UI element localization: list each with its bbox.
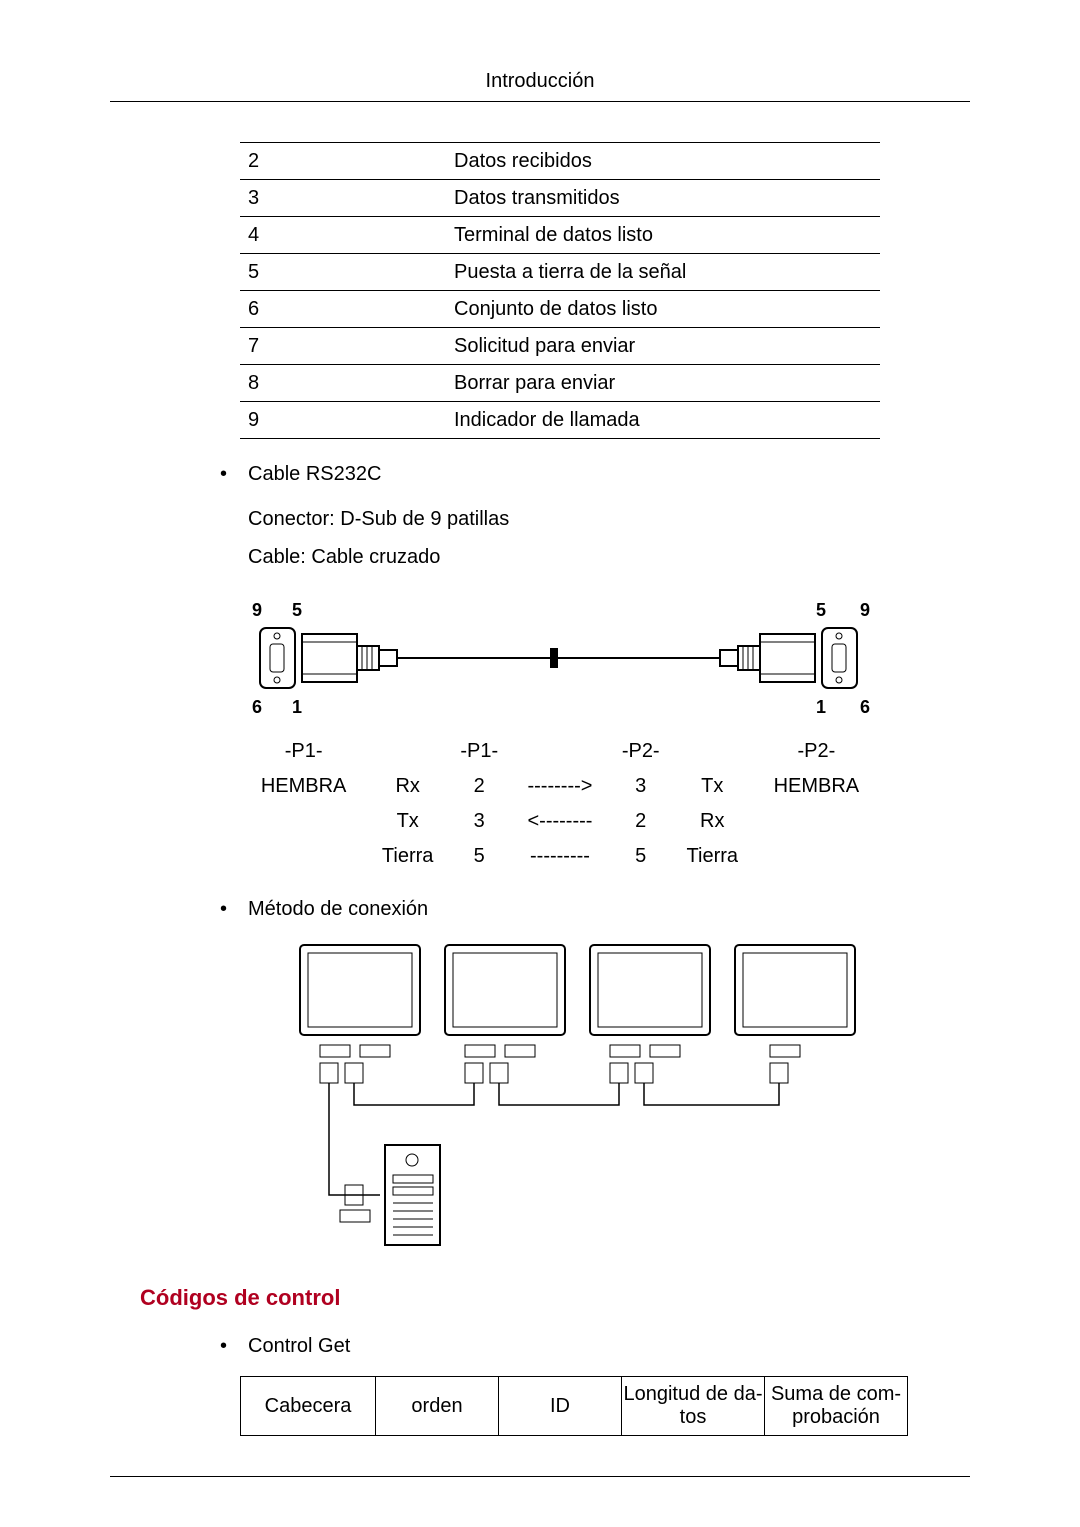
pinmap-lsig: Tierra <box>367 839 448 874</box>
ctl-col-longitud: Longitud de da- tos <box>622 1377 765 1436</box>
cable-connector-line: Conector: D-Sub de 9 patillas <box>248 500 970 538</box>
cable-figure: 9 5 6 1 5 9 1 6 <box>240 598 880 724</box>
pinmap-hdr-p2b: -P2- <box>753 734 880 769</box>
table-row: 6 Conjunto de datos listo <box>240 291 880 328</box>
pinmap-rpin: 5 <box>610 839 672 874</box>
pinmap-header-row: -P1- -P1- -P2- -P2- <box>240 734 880 769</box>
table-row: 9 Indicador de llamada <box>240 402 880 439</box>
pin-number: 3 <box>240 180 446 217</box>
pin-desc: Borrar para enviar <box>446 365 880 402</box>
label-6-right: 6 <box>860 697 870 717</box>
pinmap-arrow: <-------- <box>510 804 609 839</box>
table-row: 5 Puesta a tierra de la señal <box>240 254 880 291</box>
bullet-list: Cable RS232C <box>220 463 970 486</box>
pc-icon <box>385 1145 440 1245</box>
pinmap-lsig: Tx <box>367 804 448 839</box>
pinmap-rpin: 3 <box>610 769 672 804</box>
pinmap-hembra-left: HEMBRA <box>240 769 367 804</box>
label-9-right: 9 <box>860 600 870 620</box>
pinmap-arrow: --------- <box>510 839 609 874</box>
cable-type-line: Cable: Cable cruzado <box>248 538 970 576</box>
section-title-codes: Códigos de control <box>140 1285 970 1311</box>
pin-desc: Indicador de llamada <box>446 402 880 439</box>
pin-desc: Solicitud para enviar <box>446 328 880 365</box>
pin-desc: Puesta a tierra de la señal <box>446 254 880 291</box>
control-get-table: Cabecera orden ID Longitud de da- tos Su… <box>240 1376 908 1436</box>
ctl-col-suma: Suma de com- probación <box>765 1377 908 1436</box>
pinmap-rpin: 2 <box>610 804 672 839</box>
bullet-cable: Cable RS232C <box>220 463 970 486</box>
pinmap-row: HEMBRA Rx 2 --------> 3 Tx HEMBRA <box>240 769 880 804</box>
pin-desc: Datos recibidos <box>446 143 880 180</box>
pin-map: -P1- -P1- -P2- -P2- HEMBRA Rx 2 --------… <box>240 734 880 874</box>
bullet-list: Método de conexión <box>220 898 970 921</box>
ctl-col-id: ID <box>499 1377 622 1436</box>
pin-number: 6 <box>240 291 446 328</box>
connection-figure <box>290 935 870 1255</box>
page-header-title: Introducción <box>110 70 970 93</box>
pinmap-lpin: 2 <box>448 769 510 804</box>
bullet-control-get: Control Get <box>220 1335 970 1358</box>
cable-sublines: Conector: D-Sub de 9 patillas Cable: Cab… <box>248 500 970 576</box>
bullet-list: Control Get <box>220 1335 970 1358</box>
pin-number: 8 <box>240 365 446 402</box>
footer-rule <box>110 1476 970 1477</box>
table-row: 4 Terminal de datos listo <box>240 217 880 254</box>
label-5-left: 5 <box>292 600 302 620</box>
table-row: 8 Borrar para enviar <box>240 365 880 402</box>
table-row: 2 Datos recibidos <box>240 143 880 180</box>
table-row: 3 Datos transmitidos <box>240 180 880 217</box>
pin-table: 2 Datos recibidos 3 Datos transmitidos 4… <box>240 142 880 439</box>
pinmap-hdr-p1b: -P1- <box>448 734 510 769</box>
connection-svg <box>290 935 870 1255</box>
cable-svg: 9 5 6 1 5 9 1 6 <box>240 598 880 718</box>
pin-number: 9 <box>240 402 446 439</box>
monitor-icon <box>590 945 710 1035</box>
label-1-right: 1 <box>816 697 826 717</box>
pinmap-hdr-p1: -P1- <box>240 734 367 769</box>
label-9-left: 9 <box>252 600 262 620</box>
ctl-col-cabecera: Cabecera <box>241 1377 376 1436</box>
pinmap-row: Tierra 5 --------- 5 Tierra <box>240 839 880 874</box>
pinmap-rsig: Tx <box>672 769 753 804</box>
header-rule <box>110 101 970 102</box>
monitor-icon <box>445 945 565 1035</box>
pinmap-hdr-p2: -P2- <box>610 734 672 769</box>
pin-desc: Terminal de datos listo <box>446 217 880 254</box>
pinmap-lpin: 3 <box>448 804 510 839</box>
pinmap-rsig: Tierra <box>672 839 753 874</box>
pin-desc: Conjunto de datos listo <box>446 291 880 328</box>
pinmap-lpin: 5 <box>448 839 510 874</box>
pin-number: 2 <box>240 143 446 180</box>
table-row: 7 Solicitud para enviar <box>240 328 880 365</box>
page: Introducción 2 Datos recibidos 3 Datos t… <box>0 0 1080 1527</box>
monitor-icon <box>300 945 420 1035</box>
pinmap-arrow: --------> <box>510 769 609 804</box>
pinmap-rsig: Rx <box>672 804 753 839</box>
pin-number: 7 <box>240 328 446 365</box>
bullet-metodo: Método de conexión <box>220 898 970 921</box>
label-6-left: 6 <box>252 697 262 717</box>
ctl-col-orden: orden <box>376 1377 499 1436</box>
pin-number: 4 <box>240 217 446 254</box>
pinmap-hembra-right: HEMBRA <box>753 769 880 804</box>
table-row: Cabecera orden ID Longitud de da- tos Su… <box>241 1377 908 1436</box>
label-1-left: 1 <box>292 697 302 717</box>
label-5-right: 5 <box>816 600 826 620</box>
pinmap-lsig: Rx <box>367 769 448 804</box>
pinmap-row: Tx 3 <-------- 2 Rx <box>240 804 880 839</box>
pin-desc: Datos transmitidos <box>446 180 880 217</box>
pin-number: 5 <box>240 254 446 291</box>
monitor-icon <box>735 945 855 1035</box>
